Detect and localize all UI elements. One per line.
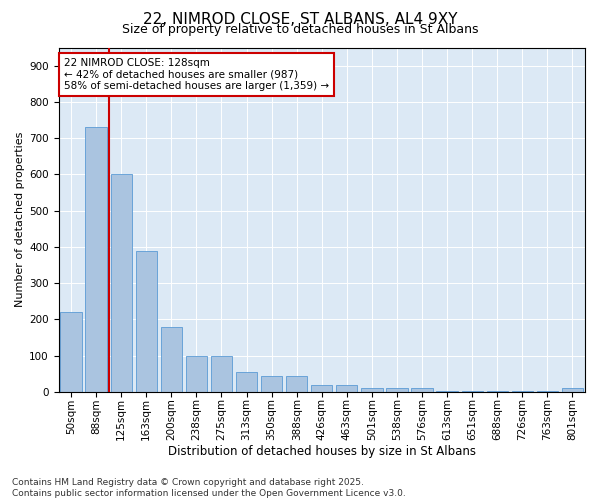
Bar xyxy=(110,174,132,392)
Bar xyxy=(311,384,332,392)
Text: 22, NIMROD CLOSE, ST ALBANS, AL4 9XY: 22, NIMROD CLOSE, ST ALBANS, AL4 9XY xyxy=(143,12,457,28)
Bar xyxy=(336,384,358,392)
Bar xyxy=(461,391,483,392)
Bar xyxy=(85,128,107,392)
Text: 22 NIMROD CLOSE: 128sqm
← 42% of detached houses are smaller (987)
58% of semi-d: 22 NIMROD CLOSE: 128sqm ← 42% of detache… xyxy=(64,58,329,91)
Bar xyxy=(361,388,383,392)
X-axis label: Distribution of detached houses by size in St Albans: Distribution of detached houses by size … xyxy=(168,444,476,458)
Bar xyxy=(436,391,458,392)
Bar xyxy=(537,391,558,392)
Bar xyxy=(61,312,82,392)
Bar xyxy=(412,388,433,392)
Bar xyxy=(186,356,207,392)
Bar xyxy=(236,372,257,392)
Bar xyxy=(136,250,157,392)
Bar xyxy=(487,391,508,392)
Bar xyxy=(512,391,533,392)
Text: Size of property relative to detached houses in St Albans: Size of property relative to detached ho… xyxy=(122,22,478,36)
Bar xyxy=(261,376,282,392)
Bar xyxy=(161,326,182,392)
Bar xyxy=(211,356,232,392)
Bar xyxy=(286,376,307,392)
Y-axis label: Number of detached properties: Number of detached properties xyxy=(15,132,25,308)
Bar xyxy=(562,388,583,392)
Text: Contains HM Land Registry data © Crown copyright and database right 2025.
Contai: Contains HM Land Registry data © Crown c… xyxy=(12,478,406,498)
Bar xyxy=(386,388,407,392)
